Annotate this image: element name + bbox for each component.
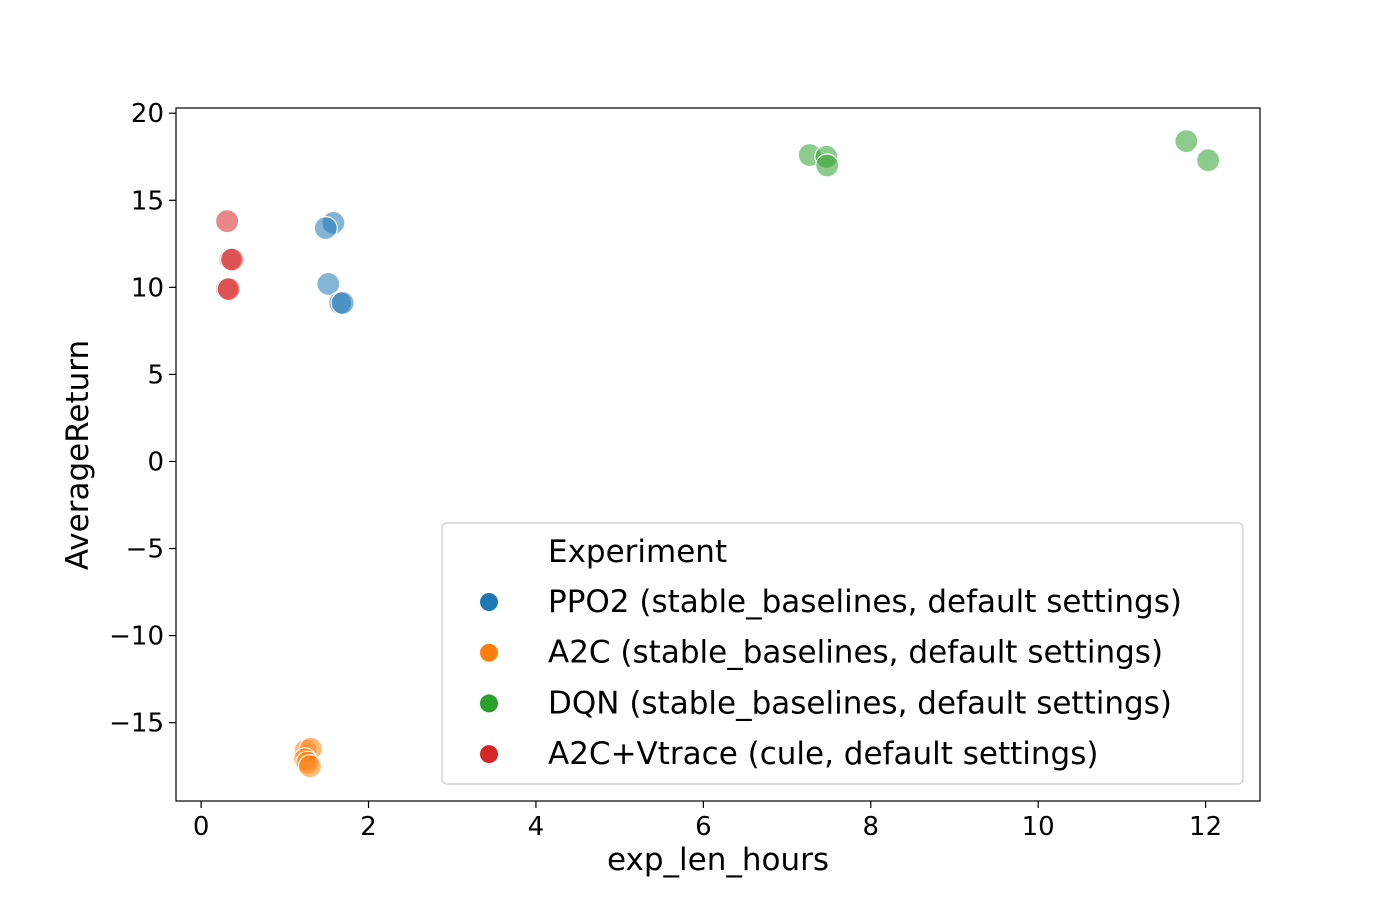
y-tick-label-1: 15 bbox=[131, 186, 164, 216]
data-point-s1-4 bbox=[297, 754, 322, 779]
legend-marker-1 bbox=[480, 643, 498, 662]
x-tick-label-3: 6 bbox=[695, 812, 712, 842]
data-point-s0-2 bbox=[316, 271, 341, 296]
y-axis-ticks: 20 15 10 5 0 −5 −10 −15 bbox=[109, 99, 176, 739]
legend-marker-0 bbox=[480, 593, 498, 611]
data-point-s0-4 bbox=[330, 290, 355, 316]
x-tick-label-1: 2 bbox=[360, 812, 377, 842]
y-tick-label-7: −15 bbox=[109, 709, 164, 739]
data-point-s0-1 bbox=[313, 216, 338, 241]
data-point-s3-0 bbox=[215, 209, 240, 234]
data-points bbox=[215, 129, 1221, 779]
x-tick-label-2: 4 bbox=[528, 812, 545, 842]
legend-label-3: A2C+Vtrace (cule, default settings) bbox=[548, 736, 1098, 772]
y-axis-label: AverageReturn bbox=[60, 340, 96, 570]
y-tick-label-0: 20 bbox=[131, 99, 164, 129]
data-point-s2-2 bbox=[815, 153, 840, 178]
data-point-s3-2 bbox=[220, 247, 245, 272]
data-point-s2-4 bbox=[1195, 148, 1221, 173]
legend-marker-2 bbox=[480, 694, 498, 713]
legend-title: Experiment bbox=[548, 534, 727, 570]
legend-label-2: DQN (stable_baselines, default settings) bbox=[548, 685, 1172, 721]
data-point-s3-4 bbox=[216, 277, 241, 302]
y-tick-label-2: 10 bbox=[131, 273, 164, 303]
legend-entries: PPO2 (stable_baselines, default settings… bbox=[480, 584, 1182, 772]
plot-frame bbox=[175, 107, 1261, 802]
y-tick-label-4: 0 bbox=[147, 447, 164, 477]
x-tick-label-5: 10 bbox=[1022, 812, 1055, 842]
x-axis-ticks: 0 2 4 6 8 10 12 bbox=[193, 801, 1222, 842]
legend-marker-3 bbox=[480, 745, 498, 764]
legend-label-1: A2C (stable_baselines, default settings) bbox=[548, 635, 1163, 671]
y-tick-label-5: −5 bbox=[126, 535, 164, 565]
x-tick-label-4: 8 bbox=[862, 812, 879, 842]
x-axis-label: exp_len_hours bbox=[607, 842, 829, 878]
y-tick-label-3: 5 bbox=[147, 360, 164, 390]
x-tick-label-6: 12 bbox=[1189, 812, 1222, 842]
data-point-s2-3 bbox=[1174, 129, 1199, 154]
legend-frame bbox=[441, 522, 1244, 785]
legend-label-0: PPO2 (stable_baselines, default settings… bbox=[548, 584, 1182, 620]
legend: Experiment PPO2 (stable_baselines, defau… bbox=[441, 522, 1244, 785]
x-tick-label-0: 0 bbox=[193, 812, 210, 842]
y-tick-label-6: −10 bbox=[109, 622, 164, 652]
